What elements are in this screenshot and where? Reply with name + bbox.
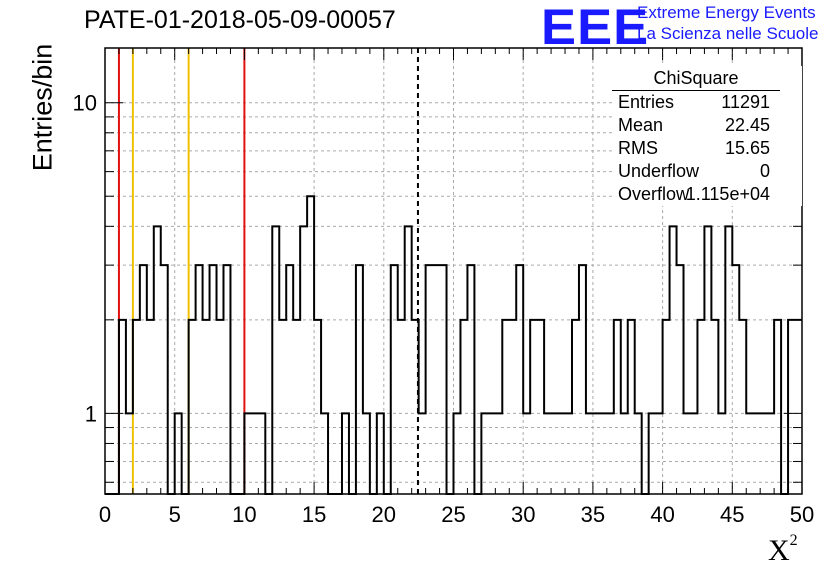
x-tick-label: 10 — [232, 502, 256, 527]
stats-key: Overflow — [618, 184, 690, 204]
stats-key: RMS — [618, 138, 658, 158]
tick-labels: 0 5 10 15 20 25 30 35 40 45 50 1 10 — [73, 91, 815, 527]
logo-line-2: La Scienza nelle Scuole — [637, 24, 819, 43]
x-tick-label: 50 — [790, 502, 814, 527]
logo-mark: EEE — [541, 0, 650, 55]
x-tick-label: 45 — [720, 502, 744, 527]
x-tick-label: 25 — [441, 502, 465, 527]
y-tick-label: 1 — [85, 401, 97, 426]
histogram-bars — [105, 195, 802, 495]
x-tick-label: 15 — [302, 502, 326, 527]
stats-key: Entries — [618, 92, 675, 112]
axis-ticks — [104, 48, 803, 494]
stats-box: ChiSquare Entries 11291 Mean 22.45 RMS 15.65 U… — [612, 66, 802, 206]
stats-key: Underflow — [618, 161, 700, 181]
stats-key: Mean — [618, 115, 664, 135]
stats-value: 15.65 — [724, 138, 770, 158]
x-axis-label: X2 — [768, 532, 798, 567]
histogram-outline — [105, 195, 802, 495]
x-tick-label: 0 — [99, 502, 111, 527]
stats-value: 22.45 — [724, 115, 770, 135]
x-tick-label: 40 — [650, 502, 674, 527]
y-axis-label: Entries/bin — [27, 43, 58, 172]
stats-row: RMS 15.65 — [612, 137, 802, 160]
stats-title: ChiSquare — [612, 66, 780, 91]
stats-value: 11291 — [721, 92, 770, 112]
stats-value: 0 — [759, 161, 770, 181]
x-tick-label: 35 — [581, 502, 605, 527]
x-tick-label: 20 — [372, 502, 396, 527]
stats-row: Overflow 1.115e+04 — [612, 183, 802, 206]
stats-row: Mean 22.45 — [612, 114, 802, 137]
stats-row: Underflow 0 — [612, 160, 802, 183]
chart-title: PATE-01-2018-05-09-00057 — [84, 6, 396, 34]
y-tick-label: 10 — [73, 91, 97, 116]
x-tick-label: 5 — [169, 502, 181, 527]
stats-row: Entries 11291 — [612, 91, 802, 114]
x-tick-label: 30 — [511, 502, 535, 527]
stats-value: 1.115e+04 — [685, 184, 770, 204]
logo-line-1: Extreme Energy Events — [637, 3, 816, 22]
